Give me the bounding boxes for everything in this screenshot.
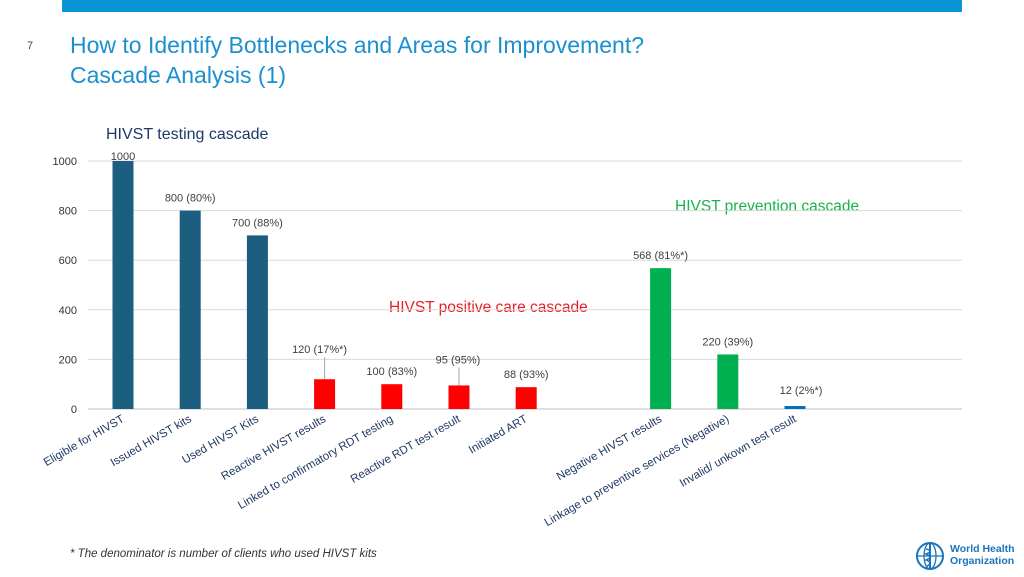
bar <box>314 379 336 409</box>
data-label: 1000 <box>111 151 135 163</box>
chart-title: HIVST testing cascade <box>106 126 269 143</box>
bar <box>515 387 537 409</box>
x-tick-label: Initiated ART <box>467 413 530 456</box>
slide-title: How to Identify Bottlenecks and Areas fo… <box>70 30 644 90</box>
who-emblem-icon <box>916 542 944 570</box>
bar <box>448 385 470 409</box>
data-label: 95 (95%) <box>436 354 481 366</box>
positive-cascade-label: HIVST positive care cascade <box>389 299 588 316</box>
data-label: 700 (88%) <box>232 217 283 229</box>
data-label: 12 (2%*) <box>780 385 823 397</box>
bar <box>179 210 201 409</box>
y-tick-label: 600 <box>59 255 77 267</box>
y-tick-label: 0 <box>71 404 77 416</box>
logo-line-2: Organization <box>950 555 1015 567</box>
x-tick-label: Negative HIVST results <box>555 413 665 483</box>
data-label: 220 (39%) <box>702 336 753 348</box>
bar <box>717 354 739 409</box>
title-line-1: How to Identify Bottlenecks and Areas fo… <box>70 32 645 58</box>
x-tick-label: Reactive RDT test result <box>349 413 463 486</box>
data-label: 100 (83%) <box>366 366 417 378</box>
logo-line-1: World Health <box>950 543 1015 555</box>
bar <box>650 268 672 409</box>
bar <box>112 161 134 409</box>
y-tick-label: 400 <box>59 305 77 317</box>
data-label: 568 (81%*) <box>633 250 688 262</box>
y-tick-label: 800 <box>59 206 77 218</box>
data-label: 800 (80%) <box>165 193 216 205</box>
x-tick-label: Invalid/ unkown test result <box>678 413 799 490</box>
slide-number: 7 <box>27 40 34 52</box>
data-label: 120 (17%*) <box>292 344 347 356</box>
footnote: * The denominator is number of clients w… <box>70 548 377 560</box>
bar <box>381 384 403 409</box>
y-tick-label: 200 <box>59 354 77 366</box>
title-line-2: Cascade Analysis (1) <box>70 62 287 88</box>
who-logo: World Health Organization <box>914 540 1018 572</box>
bar <box>246 235 268 409</box>
top-accent-bar <box>62 0 962 12</box>
data-label: 88 (93%) <box>504 369 549 381</box>
y-tick-label: 1000 <box>53 156 77 168</box>
bar <box>784 406 806 409</box>
